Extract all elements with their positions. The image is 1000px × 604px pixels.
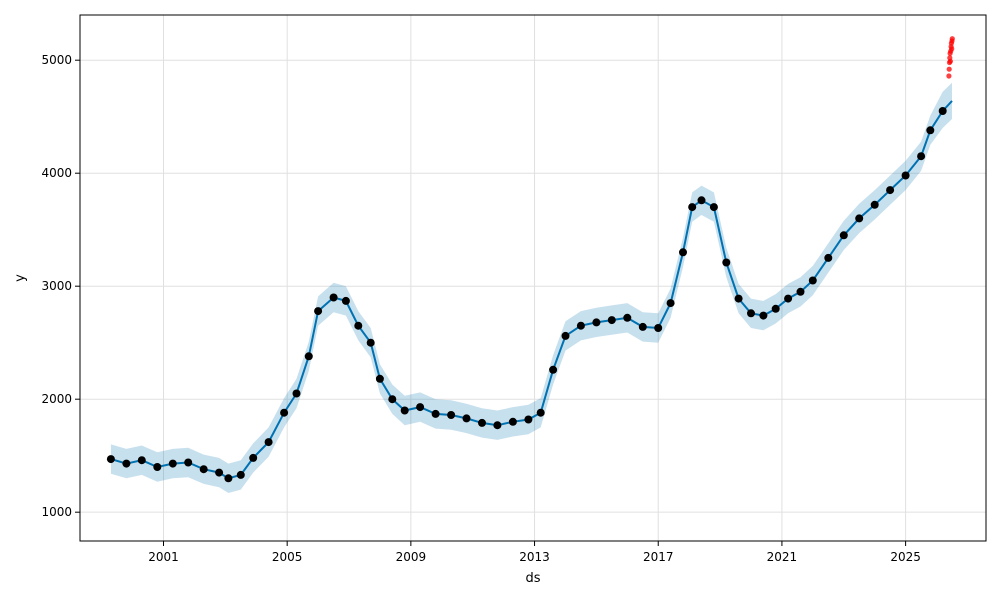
y-tick-label: 4000	[41, 166, 72, 180]
observed-point	[137, 456, 146, 465]
observed-point	[549, 365, 558, 374]
observed-point	[375, 374, 384, 383]
x-axis-ticks: 2001 2005 2009 2013 2017 2021 2025	[148, 541, 921, 564]
observed-point	[679, 248, 687, 257]
observed-point	[431, 409, 440, 418]
y-tick-label: 3000	[41, 279, 72, 293]
observed-point	[938, 107, 947, 115]
observed-point	[638, 322, 647, 331]
observed-point	[561, 331, 570, 340]
observed-point	[784, 294, 793, 303]
x-axis-label: ds	[525, 571, 540, 586]
observed-point	[808, 276, 817, 285]
observed-point	[926, 126, 935, 135]
y-tick-label: 5000	[41, 53, 72, 67]
y-axis-label: y	[13, 274, 28, 282]
observed-point	[304, 352, 313, 361]
observed-point	[122, 459, 131, 468]
observed-point	[478, 418, 486, 427]
observed-point	[623, 313, 632, 322]
observed-point	[508, 417, 517, 426]
observed-point	[400, 406, 409, 415]
grid	[80, 15, 986, 541]
recent-point	[946, 73, 952, 79]
observed-point	[280, 408, 289, 417]
observed-point	[666, 299, 675, 308]
observed-point	[654, 324, 663, 332]
uncertainty-band	[110, 82, 952, 494]
observed-point	[168, 459, 177, 468]
x-tick-label: 2005	[272, 550, 303, 564]
x-tick-label: 2021	[767, 550, 798, 564]
observed-point	[901, 171, 910, 180]
observed-point	[249, 453, 258, 462]
observed-point	[607, 316, 616, 325]
observed-point	[536, 408, 545, 417]
observed-point	[917, 152, 926, 161]
observed-point	[855, 214, 864, 223]
observed-point	[388, 395, 397, 404]
observed-point	[771, 304, 780, 313]
observed-point	[697, 196, 706, 205]
plot-frame	[79, 14, 987, 542]
observed-points-layer	[106, 107, 947, 483]
observed-point	[236, 470, 245, 479]
observed-point	[153, 463, 162, 471]
x-tick-label: 2025	[890, 550, 921, 564]
recent-point	[949, 36, 955, 42]
observed-point	[224, 474, 233, 483]
observed-point	[722, 258, 731, 267]
x-tick-label: 2009	[396, 550, 427, 564]
y-tick-label: 2000	[41, 392, 72, 406]
observed-point	[106, 455, 115, 464]
observed-point	[886, 186, 895, 195]
observed-point	[734, 294, 743, 303]
observed-point	[709, 203, 718, 212]
observed-point	[747, 309, 755, 318]
x-tick-label: 2017	[643, 550, 674, 564]
observed-point	[341, 296, 350, 305]
observed-point	[576, 321, 585, 330]
plot-area	[80, 15, 986, 541]
observed-point	[292, 389, 301, 398]
recent-point	[949, 46, 955, 52]
x-tick-label: 2013	[519, 550, 550, 564]
y-axis-ticks: 1000 2000 3000 4000 5000	[41, 53, 80, 519]
observed-point	[416, 403, 425, 412]
observed-point	[447, 411, 456, 419]
observed-point	[688, 203, 697, 212]
recent-point	[947, 58, 954, 64]
observed-point	[462, 414, 471, 423]
uncertainty-band-layer	[110, 82, 952, 494]
observed-point	[314, 307, 323, 316]
observed-point	[759, 311, 768, 320]
observed-point	[824, 253, 833, 262]
observed-point	[839, 231, 848, 240]
observed-point	[524, 415, 533, 424]
observed-point	[329, 293, 338, 302]
observed-point	[493, 421, 502, 430]
observed-point	[215, 468, 224, 477]
y-tick-label: 1000	[41, 505, 72, 519]
observed-point	[264, 438, 273, 447]
observed-point	[184, 458, 193, 467]
observed-point	[366, 338, 375, 347]
observed-point	[592, 318, 601, 327]
recent-point	[946, 66, 952, 72]
observed-point	[796, 287, 805, 296]
x-tick-label: 2001	[148, 550, 179, 564]
recent-points-layer	[946, 36, 955, 79]
observed-point	[870, 200, 879, 209]
observed-point	[354, 321, 363, 330]
observed-point	[199, 465, 208, 474]
